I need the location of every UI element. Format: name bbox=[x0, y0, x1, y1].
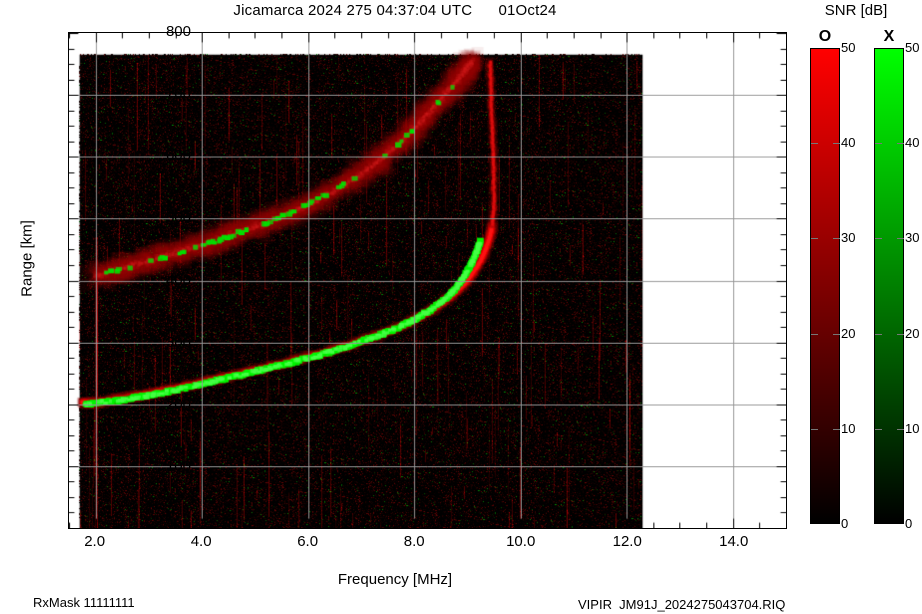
x-tick-label: 12.0 bbox=[612, 533, 642, 550]
y-axis-label: Range [km] bbox=[18, 220, 36, 297]
chart-title-row: Jicamarca 2024 275 04:37:04 UTC 01Oct24 bbox=[0, 2, 790, 24]
colorbar-tick-mark bbox=[833, 238, 840, 240]
colorbar-tick-mark bbox=[897, 143, 904, 145]
colorbar-tick-mark bbox=[833, 333, 840, 335]
colorbar-tick-mark bbox=[875, 333, 882, 335]
colorbar-tick-mark bbox=[811, 428, 818, 430]
colorbar-o-scale bbox=[810, 48, 840, 524]
colorbar-x-tick-label: 10 bbox=[905, 420, 920, 436]
colorbar-tick-mark bbox=[875, 428, 882, 430]
x-tick-label: 6.0 bbox=[297, 533, 319, 550]
y-tick-label: 700 bbox=[165, 85, 191, 103]
x-tick-label: 14.0 bbox=[719, 533, 749, 550]
colorbar-x-letter: X bbox=[883, 28, 895, 45]
y-tick-label: 600 bbox=[165, 147, 191, 165]
y-tick-label: 500 bbox=[165, 209, 191, 227]
x-axis-label: Frequency [MHz] bbox=[337, 571, 453, 588]
colorbar-o-letter: O bbox=[818, 28, 832, 45]
rxmask-label: RxMask 11111111 bbox=[33, 595, 135, 610]
colorbar-tick-mark bbox=[875, 143, 882, 145]
colorbar-x-tick-label: 0 bbox=[905, 516, 913, 531]
colorbar-tick-mark bbox=[833, 143, 840, 145]
colorbar-o-tick-label: 40 bbox=[841, 135, 856, 151]
x-tick-label: 2.0 bbox=[84, 533, 106, 550]
colorbar-o-tick-label: 30 bbox=[841, 230, 856, 246]
y-tick-label: 200 bbox=[165, 395, 191, 413]
colorbar-tick-mark bbox=[811, 143, 818, 145]
vipir-file-label: VIPIR JM91J_2024275043704.RIQ bbox=[578, 597, 786, 612]
y-tick-label: 100 bbox=[165, 457, 191, 475]
colorbar-tick-mark bbox=[811, 238, 818, 240]
colorbar-tick-mark bbox=[875, 238, 882, 240]
colorbar-title: SNR [dB] bbox=[824, 2, 888, 19]
y-tick-label: 800 bbox=[165, 23, 191, 40]
colorbar-tick-mark bbox=[811, 333, 818, 335]
colorbar-x-tick-label: 50 bbox=[905, 40, 920, 55]
x-tick-label: 8.0 bbox=[403, 533, 425, 550]
ionogram-plot-frame bbox=[68, 32, 787, 529]
ionogram-canvas bbox=[69, 33, 786, 528]
colorbar-o-tick-label: 50 bbox=[841, 40, 856, 55]
colorbar-x-tick-label: 30 bbox=[905, 230, 920, 246]
y-tick-label: 400 bbox=[165, 271, 191, 289]
colorbar-x-scale bbox=[874, 48, 904, 524]
colorbar-tick-mark bbox=[833, 428, 840, 430]
colorbar-tick-mark bbox=[897, 333, 904, 335]
colorbar-o-tick-label: 0 bbox=[841, 516, 849, 531]
x-tick-label: 4.0 bbox=[190, 533, 212, 550]
colorbar-o-tick-label: 20 bbox=[841, 325, 856, 341]
y-tick-label: 300 bbox=[165, 333, 191, 351]
colorbar-x-tick-label: 20 bbox=[905, 325, 920, 341]
colorbar-o-tick-label: 10 bbox=[841, 420, 856, 436]
colorbar-tick-mark bbox=[897, 428, 904, 430]
x-tick-label: 10.0 bbox=[506, 533, 536, 550]
colorbar-x-tick-label: 40 bbox=[905, 135, 920, 151]
page-title: Jicamarca 2024 275 04:37:04 UTC 01Oct24 bbox=[233, 2, 557, 19]
colorbar-tick-mark bbox=[897, 238, 904, 240]
